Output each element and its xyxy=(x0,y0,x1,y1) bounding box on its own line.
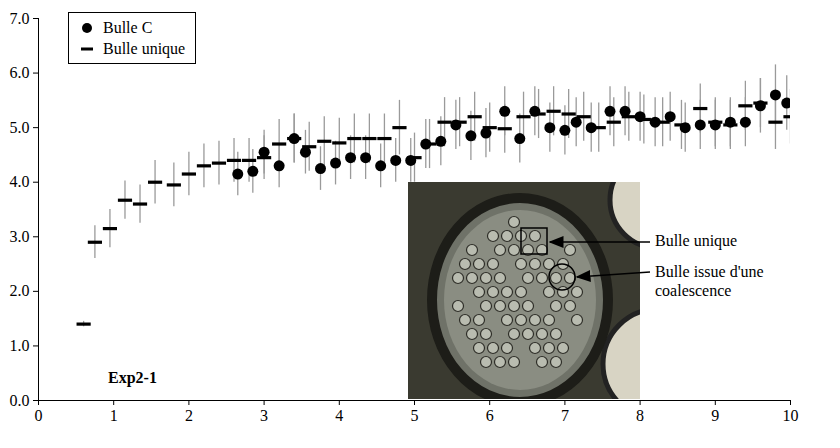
svg-text:5: 5 xyxy=(411,407,419,424)
svg-text:9: 9 xyxy=(711,407,719,424)
svg-text:2: 2 xyxy=(185,407,193,424)
svg-text:8: 8 xyxy=(636,407,644,424)
svg-text:1: 1 xyxy=(110,407,118,424)
svg-text:0: 0 xyxy=(35,407,43,424)
svg-text:3: 3 xyxy=(260,407,268,424)
svg-text:10: 10 xyxy=(783,407,799,424)
html-text:Bulle unique: Bulle unique xyxy=(655,232,738,249)
svg-text:4.0: 4.0 xyxy=(10,173,30,190)
html-text:Exp2-1: Exp2-1 xyxy=(108,369,157,386)
svg-text:7: 7 xyxy=(561,407,569,424)
svg-text:5.0: 5.0 xyxy=(10,119,30,136)
svg-text:6.0: 6.0 xyxy=(10,64,30,81)
html-text:Bulle unique: Bulle unique xyxy=(103,39,186,57)
svg-text:4: 4 xyxy=(335,407,343,424)
svg-text:2.0: 2.0 xyxy=(10,282,30,299)
svg-text:3.0: 3.0 xyxy=(10,228,30,245)
svg-text:6: 6 xyxy=(486,407,494,424)
html-text:Bulle C: Bulle C xyxy=(103,18,153,36)
html-text:Bulle issue d'une coalescence: Bulle issue d'une coalescence xyxy=(655,263,764,299)
svg-text:0.0: 0.0 xyxy=(10,392,30,409)
svg-text:7.0: 7.0 xyxy=(10,10,30,27)
svg-text:1.0: 1.0 xyxy=(10,337,30,354)
